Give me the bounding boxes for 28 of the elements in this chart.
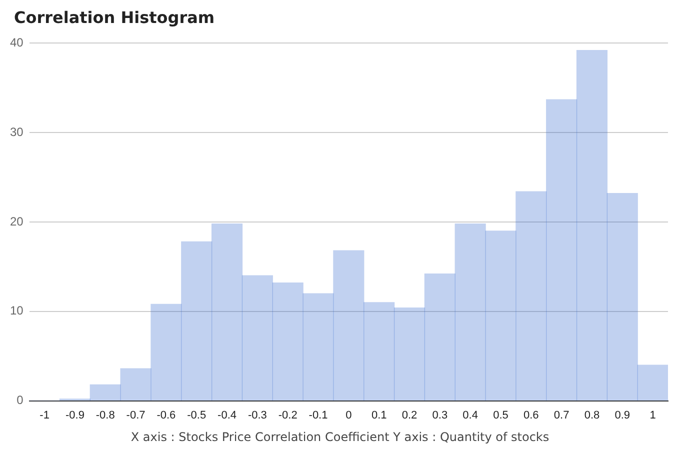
x-tick-label: 0.5	[493, 409, 508, 422]
x-tick-label: -0.4	[218, 409, 237, 422]
x-tick-label: 0.1	[371, 409, 387, 422]
x-axis-title: X axis : Stocks Price Correlation Coefficient Y axis : Quantity of stocks	[130, 430, 550, 444]
x-tick-label: 0.8	[584, 409, 600, 422]
x-tick-label: -0.5	[187, 409, 206, 422]
x-tick-label: -0.3	[248, 409, 267, 422]
chart-title: Correlation Histogram	[14, 8, 215, 27]
x-tick-label: -0.2	[278, 409, 298, 422]
x-tick-label: 0.6	[523, 409, 539, 422]
y-tick-label: 10	[10, 304, 24, 318]
x-tick-label: -0.8	[96, 409, 115, 422]
x-tick-label: 0	[346, 409, 352, 422]
y-tick-label: 0	[16, 393, 24, 408]
x-tick-label: -0.6	[156, 409, 176, 422]
x-tick-label: 0.3	[432, 409, 448, 422]
x-tick-label: -0.1	[308, 409, 328, 422]
x-tick-label: 0.2	[402, 409, 418, 422]
x-tick-label: 0.4	[462, 409, 478, 422]
x-tick-label: -0.9	[65, 409, 84, 422]
x-tick-label: 0.9	[614, 409, 630, 422]
x-tick-label: -0.7	[126, 409, 146, 422]
y-tick-label: 30	[10, 124, 24, 139]
x-tick-label: -1	[40, 409, 50, 422]
x-tick-label: 1	[650, 409, 656, 422]
x-tick-label: 0.7	[554, 409, 570, 422]
y-tick-label: 20	[10, 214, 24, 228]
y-tick-label: 40	[10, 36, 24, 50]
